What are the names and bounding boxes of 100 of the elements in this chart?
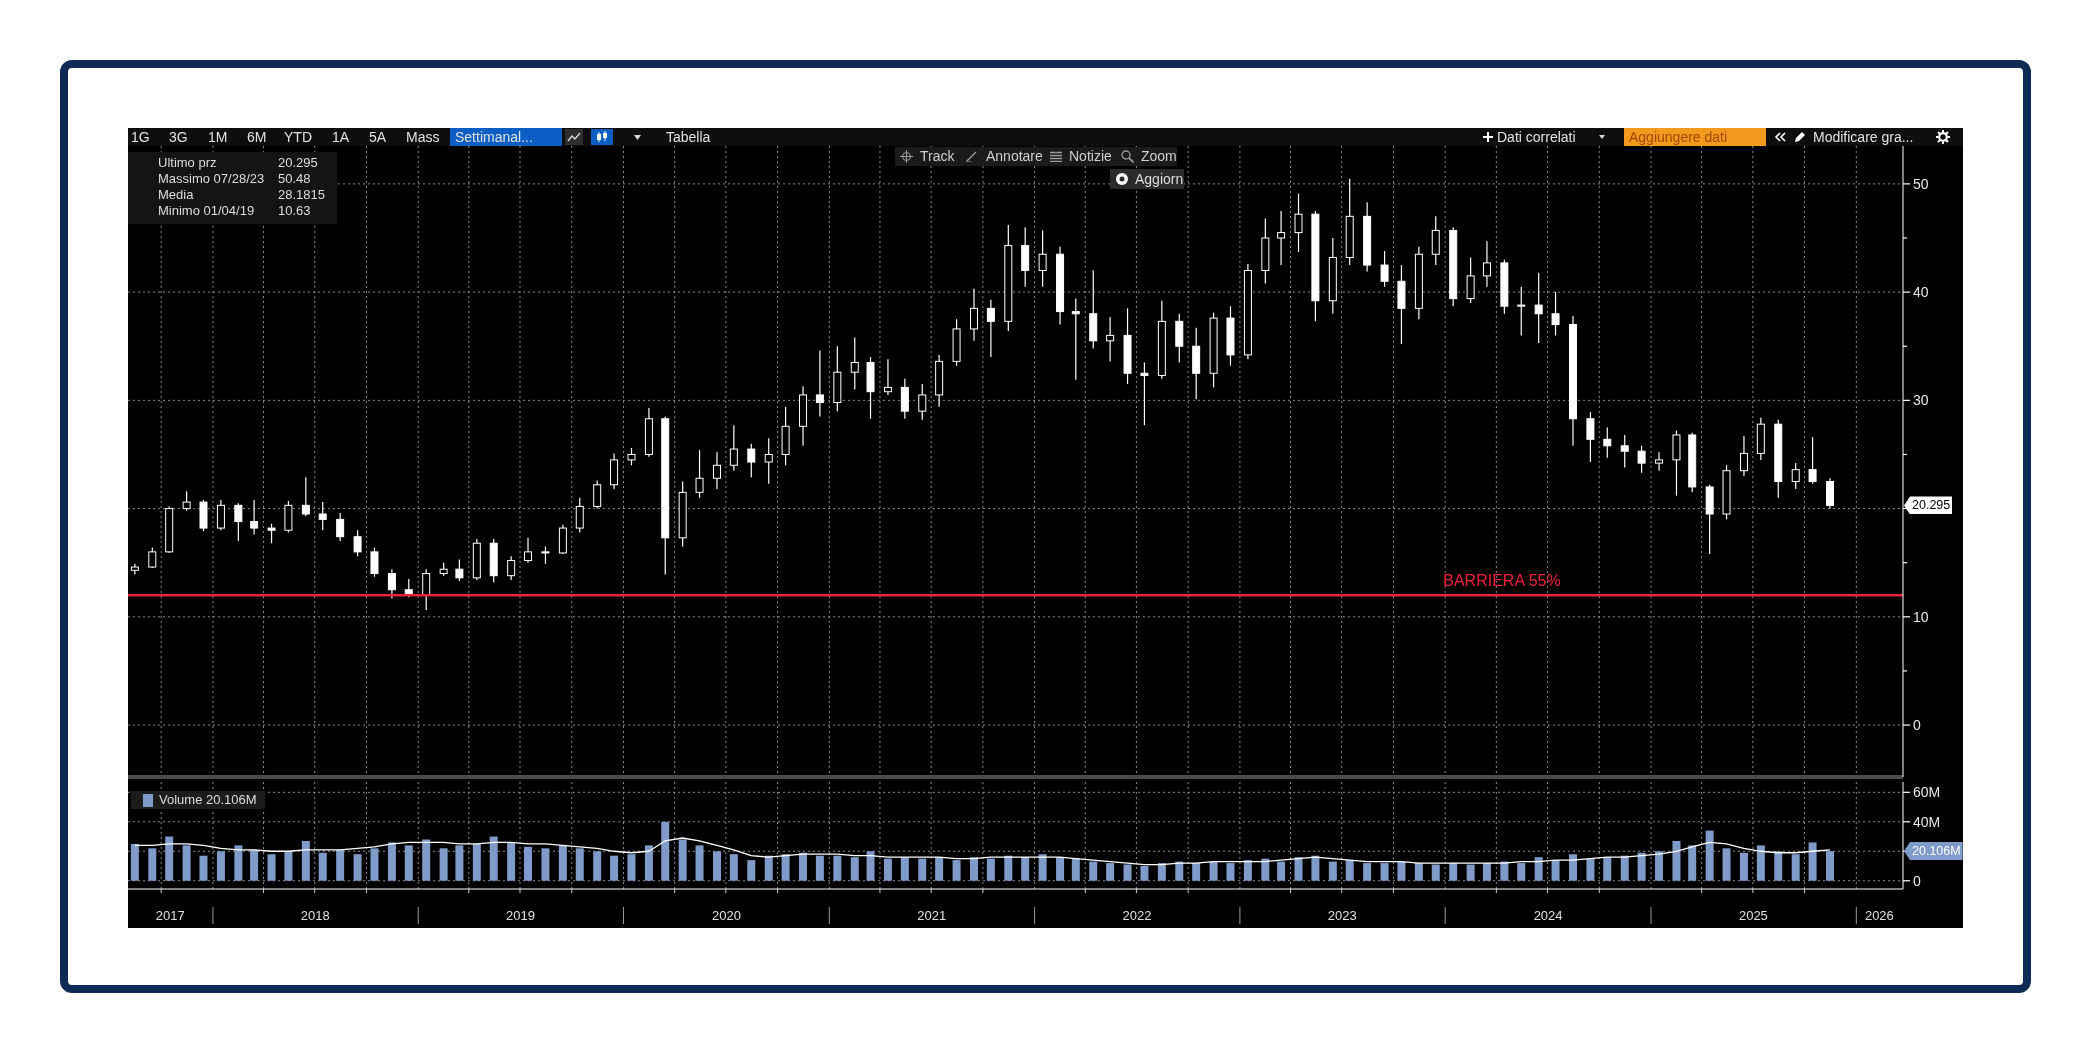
candlestick [370, 546, 379, 578]
annotation: Minimo 01/04/19 [158, 203, 255, 218]
candlestick [1106, 316, 1115, 362]
candlestick [267, 523, 276, 544]
candlestick [1808, 436, 1817, 485]
bar [935, 857, 944, 881]
bar [1586, 858, 1595, 881]
bar [1414, 863, 1423, 881]
bar [1534, 857, 1543, 881]
bar [1791, 854, 1800, 881]
annotation: Media [158, 187, 194, 202]
candlestick [1637, 445, 1646, 474]
bar [422, 839, 431, 881]
text: YTD [284, 129, 312, 145]
bar [644, 845, 653, 881]
x-tick-label: 2021 [917, 908, 947, 923]
bar [986, 858, 995, 881]
bar [216, 851, 225, 881]
bar [1705, 830, 1714, 881]
candlestick [575, 497, 584, 533]
bar [1038, 854, 1047, 881]
bar [970, 857, 979, 881]
bar [1209, 861, 1218, 881]
x-tick-label: 2023 [1327, 908, 1357, 923]
bar [1739, 852, 1748, 881]
bar [353, 854, 362, 881]
text: 6M [247, 129, 267, 145]
text: 5A [369, 129, 387, 145]
bar [918, 858, 927, 881]
bar [1722, 848, 1731, 881]
bar [1157, 863, 1166, 881]
bar [1363, 863, 1372, 881]
candlestick [1791, 462, 1800, 490]
candlestick [216, 499, 225, 531]
y-tick-label: 0 [1913, 717, 1921, 734]
candlestick [1140, 361, 1149, 426]
candlestick [1517, 286, 1526, 337]
candlestick [250, 499, 259, 536]
bar [1294, 857, 1303, 881]
candlestick [234, 502, 243, 542]
bar [489, 836, 498, 881]
annotation: 50.48 [278, 171, 311, 186]
x-tick-label: 2022 [1122, 908, 1152, 923]
candlestick [1380, 250, 1389, 288]
bar [1089, 861, 1098, 881]
candlestick [695, 449, 704, 499]
bar [1106, 863, 1115, 881]
bar [1243, 860, 1252, 881]
text: Modificare gra... [1813, 129, 1914, 145]
x-tick-label: 2018 [300, 908, 330, 923]
annotation: Ultimo prz [158, 155, 217, 170]
bar [199, 855, 208, 881]
bar [1345, 860, 1354, 881]
y-tick-label: 10 [1913, 608, 1929, 625]
bar [575, 848, 584, 881]
bar [610, 855, 619, 881]
bar [301, 840, 310, 881]
annotation: Zoom [1141, 148, 1177, 164]
bar [593, 851, 602, 881]
bar [370, 848, 379, 881]
candlestick [507, 555, 516, 581]
candlestick [455, 558, 464, 582]
bar [1431, 864, 1440, 881]
text: 1G [131, 129, 150, 145]
bar [729, 854, 738, 881]
candlestick [850, 336, 859, 391]
bar [234, 845, 243, 881]
bar [1140, 866, 1149, 881]
candlestick [1277, 210, 1286, 266]
bar [318, 852, 327, 881]
candlestick [729, 424, 738, 472]
bar [1826, 851, 1835, 881]
bar [1517, 863, 1526, 881]
x-tick-label: 2017 [155, 908, 185, 923]
bar [815, 855, 824, 881]
text: 20.106M [1912, 844, 1961, 859]
y-tick-label: 30 [1913, 392, 1929, 409]
bar [678, 839, 687, 881]
bar [1056, 857, 1065, 881]
bar [182, 845, 191, 881]
candlestick [712, 451, 721, 490]
annotation: 20.295 [278, 155, 318, 170]
bar [1568, 854, 1577, 881]
candlestick [1294, 193, 1303, 253]
bar [1756, 845, 1765, 881]
bar [1277, 861, 1286, 881]
bar [455, 845, 464, 881]
bar [1466, 864, 1475, 881]
candlestick [422, 568, 431, 611]
annotation: Annotare [986, 148, 1043, 164]
annotation: 28.1815 [278, 187, 325, 202]
bar [336, 849, 345, 881]
candlestick [764, 437, 773, 485]
bar [1620, 855, 1629, 881]
bar [850, 857, 859, 881]
bar [799, 852, 808, 881]
annotation: 10.63 [278, 203, 311, 218]
candlestick [1038, 229, 1047, 288]
candlestick [883, 358, 892, 396]
x-tick-label: 2020 [711, 908, 741, 923]
